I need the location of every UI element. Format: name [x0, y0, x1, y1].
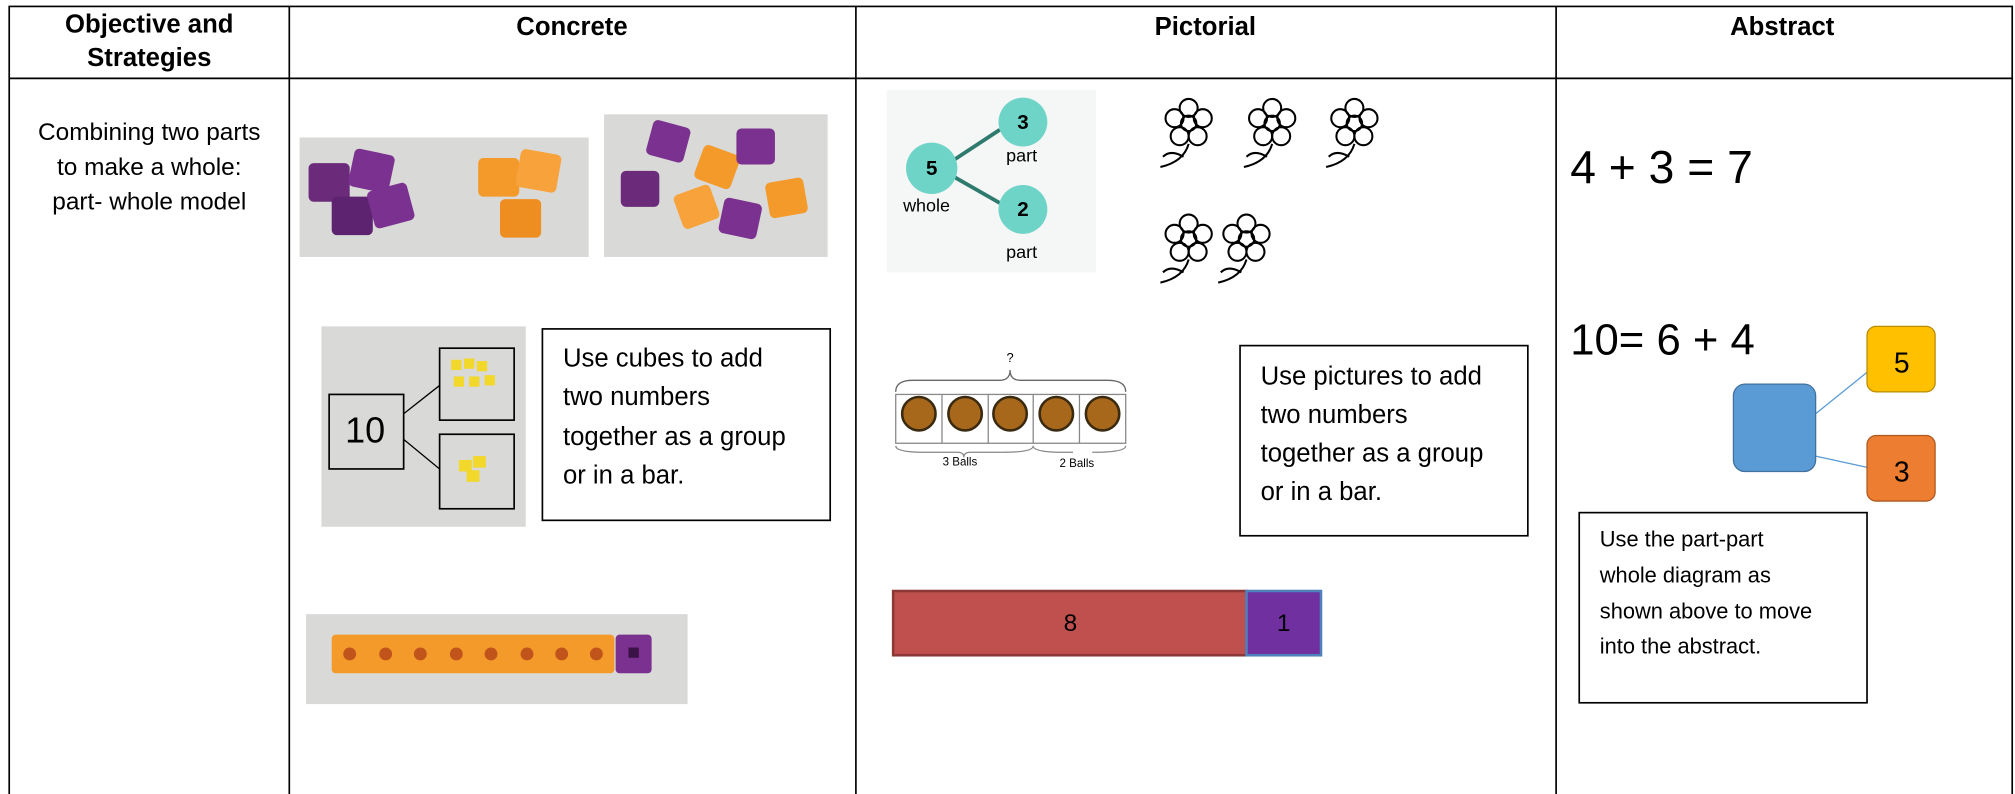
note-text: whole diagram as: [1599, 563, 1771, 588]
equation: 4 + 3 = 7: [1570, 141, 1753, 193]
note-box: [541, 328, 832, 522]
diagram-value: 5: [926, 157, 937, 180]
diagram-label: whole: [902, 196, 950, 216]
photo-number: 10: [345, 409, 385, 450]
note-text: or in a bar.: [563, 461, 684, 489]
note-text: together as a group: [1261, 440, 1484, 468]
diagram-value: 3: [1894, 456, 1910, 488]
objective-text: part- whole model: [52, 188, 246, 215]
cubes-photo: [604, 114, 828, 257]
flowers: [1160, 97, 1379, 284]
table-grid: [8, 5, 2014, 794]
note-text: Use cubes to add: [563, 345, 763, 373]
bar-model-label: 2 Balls: [1060, 458, 1095, 470]
cube-train-photo: [306, 614, 688, 705]
diagram-value: 5: [1894, 346, 1910, 378]
objective-text: Combining two parts: [38, 119, 260, 146]
note-text: or in a bar.: [1261, 478, 1382, 506]
header: Pictorial: [1155, 13, 1256, 41]
note-text: together as a group: [563, 423, 786, 451]
part-whole-photo: 10: [321, 326, 526, 527]
bar: 8 1: [891, 589, 1323, 657]
header: Objective and: [65, 10, 233, 38]
note-text: Use the part-part: [1600, 527, 1764, 552]
note-box: [1578, 511, 1868, 704]
note-box: [1239, 344, 1529, 537]
diagram-value: 3: [1017, 111, 1028, 134]
note-text: into the abstract.: [1600, 633, 1761, 658]
note-text: two numbers: [1261, 401, 1408, 429]
diagram-label: part: [1006, 242, 1037, 262]
note-text: shown above to move: [1600, 599, 1812, 624]
bar-model-label: 3 Balls: [943, 457, 978, 469]
equation: 10= 6 + 4: [1570, 316, 1755, 365]
bar-label: 8: [1064, 610, 1078, 637]
header: Abstract: [1730, 13, 1835, 41]
abstract-diagram: 5 3: [1732, 325, 1936, 502]
note-text: two numbers: [563, 383, 710, 411]
diagram-value: 2: [1017, 198, 1028, 221]
diagram-label: part: [1006, 145, 1037, 165]
part-whole-diagram: 5 3 2 whole part part: [886, 89, 1097, 273]
bar-model-label: ?: [1006, 350, 1013, 365]
header: Strategies: [87, 44, 211, 72]
bar-label: 1: [1277, 610, 1291, 637]
note-text: Use pictures to add: [1261, 363, 1482, 391]
objective-text: to make a whole:: [57, 154, 242, 181]
cubes-photo: [299, 137, 589, 257]
ball-bar-model: ? 3 Balls 2 Balls: [895, 350, 1127, 470]
header: Concrete: [516, 13, 627, 41]
